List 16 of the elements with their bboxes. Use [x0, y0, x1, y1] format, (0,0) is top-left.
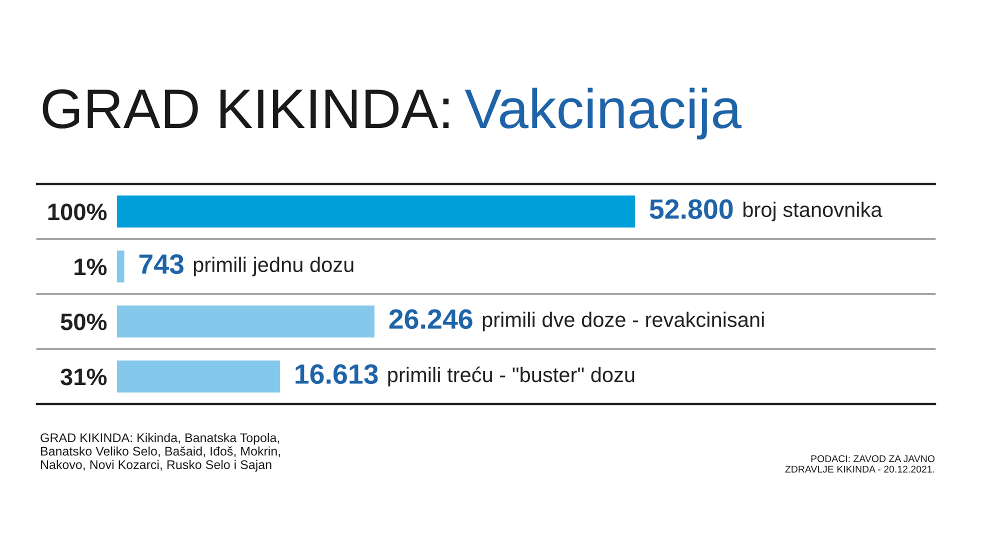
- y-tick-label: 50%: [60, 314, 107, 330]
- bar: [117, 250, 124, 282]
- chart-subtitle: Vakcinacija: [464, 88, 742, 140]
- data-label: 16.613 primili treću - "buster" dozu: [296, 364, 634, 386]
- text: PODACI: ZAVOD ZA JAVNO ZDRAVLJE KIKINDA - 20.12.2021.: [785, 455, 935, 473]
- data-label: 743 primili jednu dozu: [139, 254, 354, 276]
- y-tick-label: 100%: [48, 204, 107, 220]
- y-tick-label: 1%: [74, 258, 107, 276]
- bar: [117, 196, 635, 228]
- data-label: 26.246 primili dve doze - revakcinisani: [389, 309, 764, 332]
- bar: [117, 306, 374, 338]
- y-tick-label: 31%: [60, 368, 107, 386]
- text: GRAD KIKINDA: Kikinda, Banatska Topola, Banatsko Veliko Selo, Bašaid, Iđoš, Mokrin, Nakovo, Novi Kozarci, Rusko Selo i Sajan: [40, 433, 280, 472]
- bar: [117, 360, 280, 392]
- chart-title: GRAD KIKINDA:: [42, 89, 449, 129]
- data-label: 52.800 broj stanovnika: [650, 199, 882, 222]
